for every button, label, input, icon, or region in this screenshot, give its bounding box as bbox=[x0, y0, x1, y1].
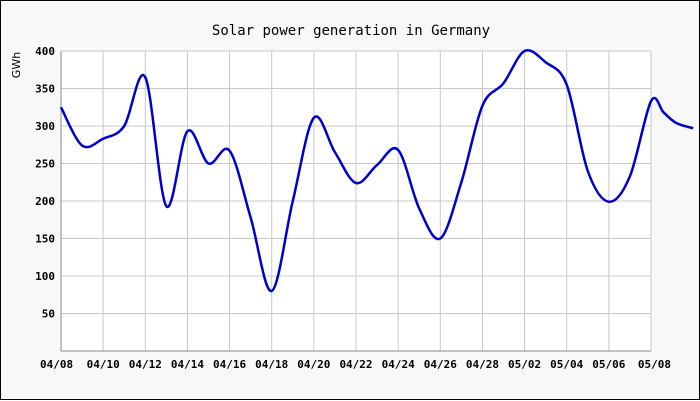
y-tick-label: 200 bbox=[35, 195, 55, 208]
y-tick-label: 300 bbox=[35, 120, 55, 133]
x-tick-label: 04/26 bbox=[424, 358, 457, 371]
y-tick-label: 150 bbox=[35, 233, 55, 246]
x-tick-label: 04/24 bbox=[382, 358, 415, 371]
x-tick-label: 05/08 bbox=[638, 358, 671, 371]
x-tick-label: 05/02 bbox=[508, 358, 541, 371]
x-tick-label: 04/20 bbox=[297, 358, 330, 371]
x-tick-label: 04/28 bbox=[466, 358, 499, 371]
x-tick-labels: 04/08 04/10 04/12 04/14 04/16 04/18 04/20 04/22… bbox=[40, 358, 671, 371]
x-tick-label: 04/18 bbox=[255, 358, 288, 371]
y-tick-label: 250 bbox=[35, 158, 55, 171]
x-tick-label: 05/06 bbox=[592, 358, 625, 371]
y-tick-label: 350 bbox=[35, 83, 55, 96]
y-tick-label: 50 bbox=[42, 308, 55, 321]
y-tick-label: 400 bbox=[35, 45, 55, 58]
x-tick-label: 04/14 bbox=[171, 358, 204, 371]
chart-title: Solar power generation in Germany bbox=[212, 23, 490, 39]
x-tick-label: 04/12 bbox=[129, 358, 162, 371]
x-tick-label: 04/08 bbox=[40, 358, 73, 371]
y-tick-label: 100 bbox=[35, 270, 55, 283]
x-tick-label: 05/04 bbox=[550, 358, 583, 371]
x-tick-label: 04/10 bbox=[87, 358, 120, 371]
series-line-solar bbox=[59, 49, 694, 293]
x-tick-label: 04/16 bbox=[213, 358, 246, 371]
y-tick-labels: 50 100 150 200 250 300 350 400 bbox=[35, 45, 55, 321]
grid-lines bbox=[60, 50, 652, 352]
y-axis-label: GWh bbox=[10, 52, 23, 78]
x-tick-label: 04/22 bbox=[339, 358, 372, 371]
